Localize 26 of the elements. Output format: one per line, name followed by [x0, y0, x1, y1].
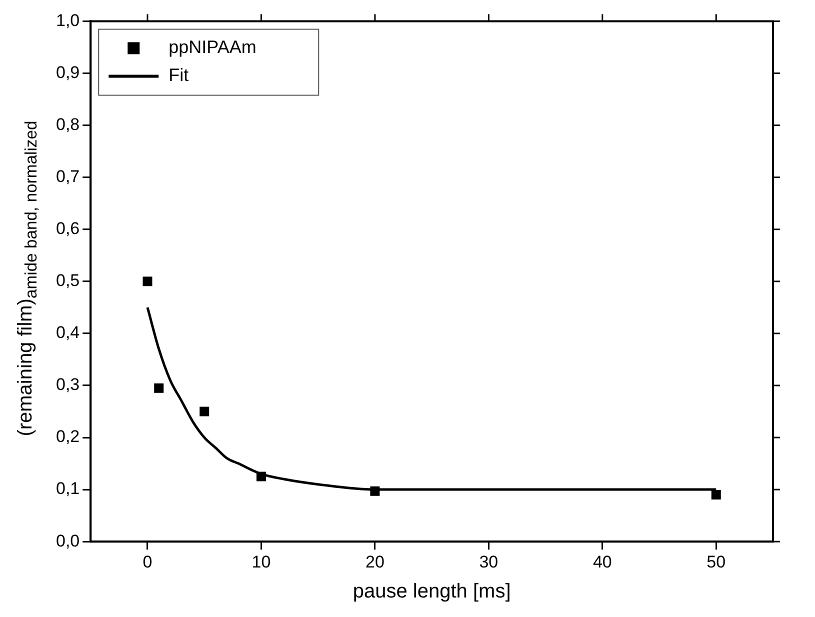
point	[154, 383, 164, 393]
y-tick-label: 0,0	[56, 531, 80, 550]
x-tick-label: 30	[479, 552, 498, 572]
point	[711, 490, 721, 500]
x-tick-label: 10	[252, 552, 271, 572]
point	[370, 486, 380, 496]
legend-label: ppNIPAAm	[168, 37, 256, 58]
y-tick-label: 0,2	[56, 427, 80, 446]
x-tick-label: 40	[592, 552, 612, 572]
y-tick-label: 0,1	[56, 479, 80, 498]
y-tick-label: 0,9	[56, 62, 80, 82]
point	[256, 472, 266, 482]
point	[200, 406, 210, 416]
legend-label: Fit	[168, 65, 189, 86]
x-axis-title: pause length [ms]	[352, 580, 511, 603]
y-tick-label: 0,3	[56, 375, 80, 394]
y-tick-label: 0,8	[56, 114, 80, 134]
x-tick-label: 0	[142, 552, 152, 572]
y-tick-label: 0,4	[56, 323, 80, 342]
y-tick-label: 1,0	[56, 10, 80, 30]
y-tick-label: 0,7	[56, 167, 80, 186]
y-tick-label: 0,6	[56, 219, 80, 238]
x-tick-label: 20	[365, 552, 384, 572]
x-tick-label: 50	[706, 552, 726, 572]
y-tick-label: 0,5	[56, 271, 80, 290]
point	[142, 276, 152, 286]
